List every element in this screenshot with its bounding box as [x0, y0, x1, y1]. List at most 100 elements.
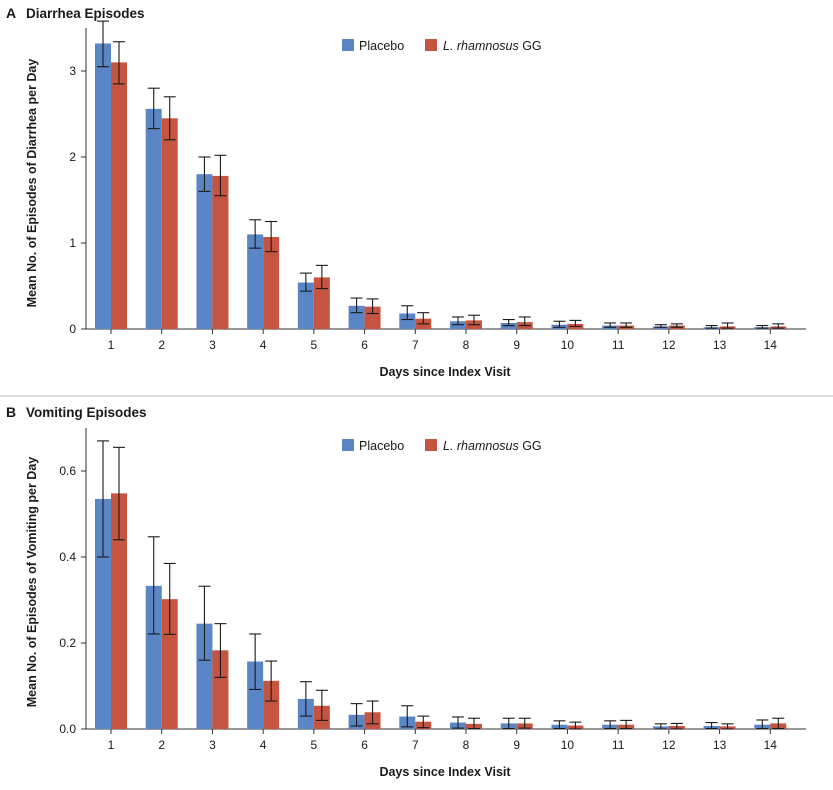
panel-b-letter: B: [6, 404, 16, 420]
panel-a-x-tick-label: 11: [612, 338, 625, 352]
panel-a-x-tick-label: 8: [463, 338, 470, 352]
legend-swatch-lgg: [425, 39, 437, 51]
panel-b-error-bar-lgg: [214, 623, 227, 678]
panel-b-error-bar-placebo: [553, 720, 566, 730]
panel-b-bar-lgg: [111, 493, 127, 729]
panel-a-error-bar-placebo: [604, 322, 617, 328]
panel-b-x-tick-label: 8: [463, 738, 470, 752]
panel-a-error-bar-placebo: [249, 219, 262, 249]
panel-a-bar-lgg: [364, 306, 381, 329]
panel-a-bar-placebo: [348, 305, 365, 329]
panel-a-error-bar-placebo: [502, 318, 515, 327]
panel-a-x-tick-label: 7: [412, 338, 419, 352]
panel-a-bar-lgg: [161, 118, 178, 329]
panel-b-title: Vomiting Episodes: [26, 405, 147, 420]
panel-a-error-bar-lgg: [265, 220, 278, 253]
panel-b-x-tick-label: 2: [158, 738, 165, 752]
panel-a-bar-placebo: [145, 108, 162, 329]
legend-label-lgg-suffix: GG: [519, 39, 542, 53]
panel-b-error-bar-placebo: [502, 717, 515, 730]
legend-label-lgg-italic: L. rhamnosus: [443, 439, 519, 453]
panel-a-bar-placebo: [297, 282, 314, 329]
panel-a-error-bar-lgg: [214, 154, 227, 197]
panel-a-error-bar-placebo: [350, 297, 363, 314]
panel-a-x-tick-label: 9: [513, 338, 520, 352]
panel-b-error-bar-lgg: [163, 562, 176, 635]
panel-b-error-bar-placebo: [705, 721, 718, 730]
panel-a-title: Diarrhea Episodes: [26, 6, 145, 21]
panel-a-y-tick-label: 3: [69, 64, 76, 78]
panel-b-error-bar-lgg: [417, 715, 430, 729]
panel-a-error-bar-lgg: [366, 298, 379, 315]
panel-b-error-bar-lgg: [670, 722, 683, 730]
legend-swatch-placebo: [342, 439, 354, 451]
panel-b-x-tick-label: 11: [612, 738, 625, 752]
panel-b-bar-placebo: [145, 585, 162, 729]
panel-b-error-bar-lgg: [518, 717, 531, 729]
panel-a-x-tick-label: 2: [158, 338, 165, 352]
panel-a-error-bar-placebo: [452, 316, 464, 326]
legend-label-lgg-italic: L. rhamnosus: [443, 39, 519, 53]
legend-swatch-lgg: [425, 439, 437, 451]
panel-b-x-tick-label: 9: [513, 738, 520, 752]
panel-a-x-tick-label: 5: [311, 338, 318, 352]
panel-a-bar-placebo: [399, 313, 416, 329]
panel-a-bar-lgg: [263, 236, 280, 329]
legend-label-lgg: L. rhamnosus GG: [443, 39, 542, 53]
panel-a-error-bar-lgg: [721, 322, 734, 329]
panel-b-bar-lgg: [161, 599, 178, 729]
panel-b-y-tick-label: 0.4: [59, 550, 76, 564]
panel-a-letter: A: [6, 5, 16, 21]
panel-a-error-bar-placebo: [756, 325, 769, 329]
panel-b-x-tick-label: 13: [713, 738, 727, 752]
panel-a-legend: Placebo L. rhamnosus GG: [342, 39, 542, 53]
panel-a-error-bar-placebo: [401, 305, 414, 321]
panel-a-y-tick-label: 0: [69, 322, 76, 336]
panel-a-x-tick-label: 6: [361, 338, 368, 352]
panel-b-x-axis-label: Days since Index Visit: [379, 765, 511, 779]
panel-a-error-bar-lgg: [569, 319, 582, 327]
panel-b-vomiting: B Vomiting Episodes Mean No. of Episodes…: [6, 404, 806, 779]
panel-a-bar-lgg: [313, 277, 330, 329]
panel-b-x-tick-label: 7: [412, 738, 419, 752]
panel-b-x-tick-label: 3: [209, 738, 216, 752]
panel-a-bar-placebo: [95, 43, 111, 329]
panel-b-y-axis-label: Mean No. of Episodes of Vomiting per Day: [25, 457, 39, 708]
panel-b-error-bar-placebo: [401, 705, 414, 728]
panel-b-error-bar-placebo: [249, 633, 262, 690]
panel-b-error-bar-placebo: [604, 720, 617, 730]
panel-b-bar-lgg: [263, 680, 280, 729]
panel-b-bar-lgg: [212, 650, 229, 729]
panel-b-error-bar-lgg: [468, 717, 480, 730]
panel-a-x-tick-label: 3: [209, 338, 216, 352]
panel-b-error-bar-lgg: [366, 700, 379, 725]
panel-b-error-bar-placebo: [97, 440, 109, 558]
panel-b-x-tick-label: 4: [260, 738, 267, 752]
panel-b-bar-placebo: [247, 661, 264, 729]
panel-a-x-tick-label: 1: [108, 338, 115, 352]
panel-a-error-bar-lgg: [620, 322, 633, 328]
panel-a-x-tick-label: 13: [713, 338, 727, 352]
panel-a-error-bar-lgg: [468, 314, 480, 326]
panel-a-error-bar-placebo: [299, 272, 312, 292]
panel-b-error-bar-placebo: [350, 703, 363, 727]
panel-b-error-bar-lgg: [721, 723, 734, 730]
panel-a-x-tick-label: 12: [662, 338, 676, 352]
panel-a-error-bar-lgg: [417, 312, 430, 325]
panel-b-error-bar-placebo: [452, 716, 464, 729]
panel-b-error-bar-placebo: [198, 585, 211, 661]
panel-a-diarrhea: A Diarrhea Episodes Mean No. of Episodes…: [6, 5, 806, 379]
panel-b-bar-placebo: [196, 623, 213, 729]
panel-b-error-bar-placebo: [654, 723, 667, 730]
legend-label-placebo: Placebo: [359, 439, 404, 453]
panel-a-bar-placebo: [196, 174, 213, 329]
panel-a-error-bar-lgg: [315, 264, 328, 290]
legend-swatch-placebo: [342, 39, 354, 51]
panel-b-x-tick-label: 10: [561, 738, 575, 752]
panel-b-error-bar-lgg: [772, 717, 785, 730]
panel-a-y-axis-label: Mean No. of Episodes of Diarrhea per Day: [25, 59, 39, 308]
panel-a-error-bar-lgg: [518, 316, 531, 327]
panel-b-y-tick-label: 0.6: [59, 464, 76, 478]
panel-a-error-bar-lgg: [670, 323, 683, 328]
